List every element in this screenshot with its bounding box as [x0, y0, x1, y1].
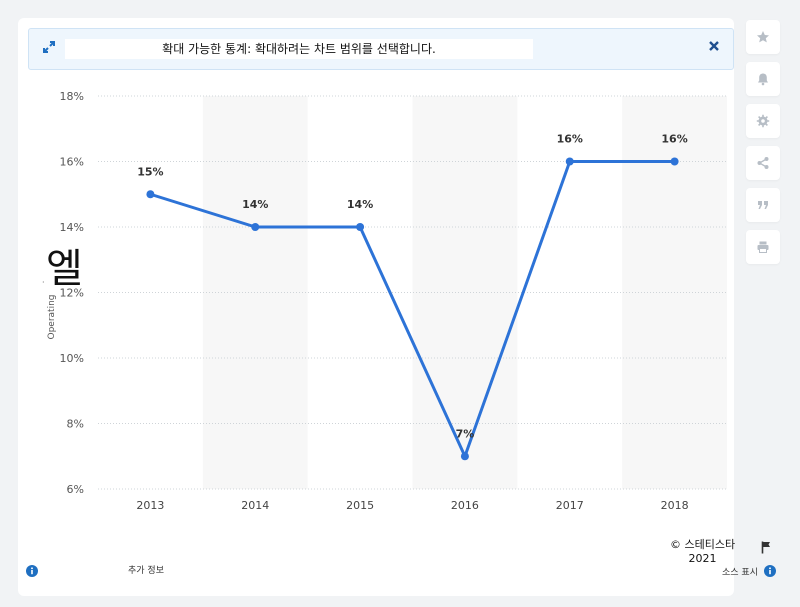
y-tick-label: 6%	[67, 483, 84, 496]
data-label: 15%	[137, 165, 163, 178]
expand-icon[interactable]	[41, 39, 57, 55]
y-tick-label: 12%	[60, 287, 84, 300]
more-info-link[interactable]: 추가 정보	[128, 566, 164, 576]
y-tick-label: 18%	[60, 90, 84, 103]
y-tick-label: 16%	[60, 156, 84, 169]
y-tick-label: 8%	[67, 418, 84, 431]
gear-icon	[756, 114, 770, 128]
data-point	[356, 223, 365, 231]
notification-button[interactable]	[746, 62, 780, 96]
banner-message: 확대 가능한 통계: 확대하려는 차트 범위를 선택합니다.	[65, 39, 533, 59]
show-source-link[interactable]: 소스 표시	[722, 568, 758, 578]
chart-card	[18, 18, 734, 596]
x-tick-label: 2014	[241, 499, 269, 512]
settings-button[interactable]	[746, 104, 780, 138]
quote-icon	[758, 201, 768, 209]
data-label: 14%	[347, 198, 373, 211]
x-tick-label: 2015	[346, 499, 374, 512]
data-point	[146, 190, 155, 199]
stray-glyph: 엘	[46, 246, 83, 292]
share-button[interactable]	[746, 146, 780, 180]
cite-button[interactable]	[746, 188, 780, 222]
favorite-button[interactable]	[746, 20, 780, 54]
copyright-notice[interactable]: © 스테티스타 2021	[670, 538, 735, 566]
close-icon[interactable]	[707, 39, 721, 53]
flag-icon[interactable]	[760, 540, 774, 554]
source-info-icon[interactable]	[764, 565, 776, 577]
data-label: 14%	[242, 198, 268, 211]
data-point	[251, 223, 260, 231]
print-button[interactable]	[746, 230, 780, 264]
print-icon	[757, 241, 769, 253]
sidebar	[746, 20, 780, 272]
data-point	[460, 452, 469, 461]
y-tick-label: 14%	[60, 221, 84, 234]
zoom-banner: 확대 가능한 통계: 확대하려는 차트 범위를 선택합니다.	[28, 28, 734, 70]
star-icon	[757, 31, 769, 43]
data-label: 16%	[661, 133, 687, 146]
x-tick-label: 2016	[451, 499, 479, 512]
series-line	[148, 160, 677, 458]
data-label: 16%	[557, 133, 583, 146]
data-point	[565, 157, 574, 166]
data-label: 7%	[456, 427, 475, 440]
x-tick-label: 2013	[136, 499, 164, 512]
stray-mark: ·	[42, 278, 45, 287]
share-icon	[757, 157, 769, 169]
copyright-text: © 스테티스타	[670, 538, 736, 551]
bell-icon	[758, 73, 768, 86]
copyright-year: 2021	[688, 552, 717, 565]
y-tick-label: 10%	[60, 352, 84, 365]
x-tick-label: 2017	[556, 499, 584, 512]
data-point	[670, 157, 679, 166]
info-icon[interactable]	[26, 565, 38, 577]
y-axis-label: Operating	[47, 294, 57, 340]
x-tick-label: 2018	[661, 499, 689, 512]
